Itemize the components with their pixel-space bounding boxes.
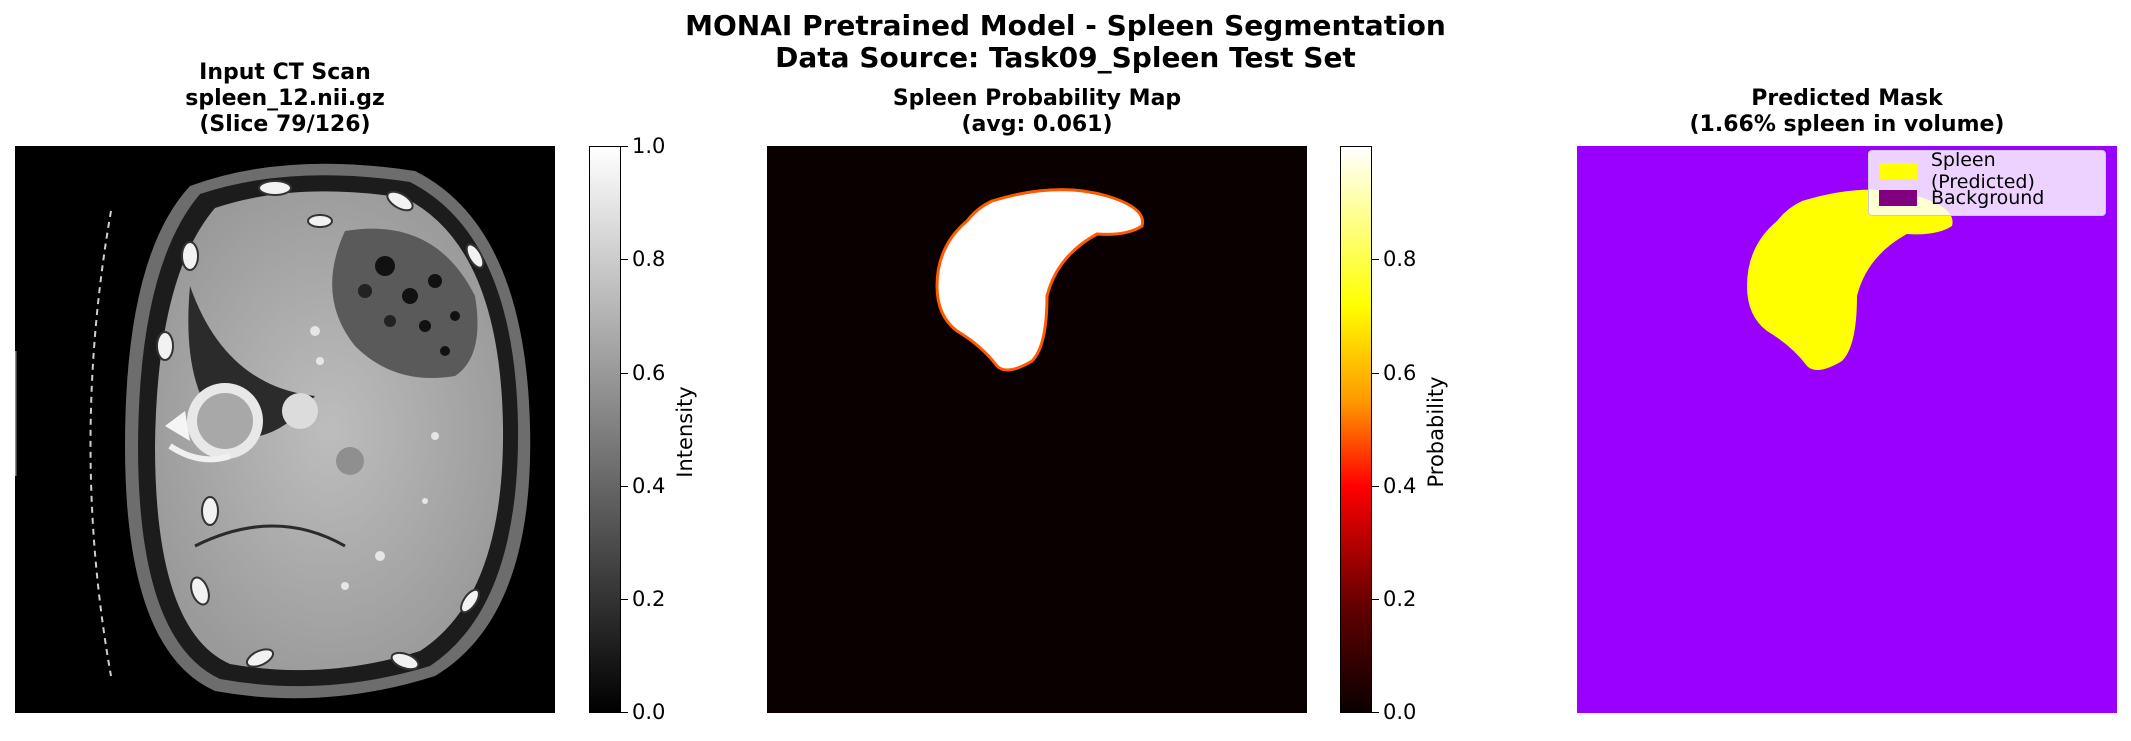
- ct-tickmark: [621, 146, 628, 147]
- ct-tick-label: 0.6: [632, 361, 666, 385]
- prob-tickmark: [1372, 259, 1379, 260]
- mask-title-line2: (1.66% spleen in volume): [1689, 112, 2005, 137]
- probability-colorbar: [1340, 146, 1372, 713]
- ct-tick-label: 0.8: [632, 247, 666, 271]
- prob-title-line1: Spleen Probability Map: [892, 86, 1182, 111]
- prob-tick-label: 0.4: [1383, 474, 1417, 498]
- ct-tick-label: 1.0: [632, 134, 666, 158]
- prob-tick-label: 0.8: [1383, 247, 1417, 271]
- prob-tick-label: 0.2: [1383, 587, 1417, 611]
- spleen-probability-region: [935, 188, 1145, 372]
- ct-tickmark: [621, 486, 628, 487]
- ct-scan-image: [15, 146, 555, 713]
- probability-map-image: [767, 146, 1307, 713]
- prob-tick-label: 0.0: [1383, 700, 1417, 724]
- ct-tick-label: 0.4: [632, 474, 666, 498]
- legend-label-background: Background: [1931, 187, 2045, 209]
- ct-tickmark: [621, 259, 628, 260]
- prob-colorbar-label: Probability: [1424, 376, 1448, 488]
- mask-panel-title: Predicted Mask (1.66% spleen in volume): [1577, 86, 2117, 138]
- ct-tickmark: [621, 712, 628, 713]
- prob-tickmark: [1372, 486, 1379, 487]
- ct-title-line2: spleen_12.nii.gz: [185, 86, 385, 111]
- prob-tick-label: 0.6: [1383, 361, 1417, 385]
- prob-tickmark: [1372, 599, 1379, 600]
- figure-title-line1: MONAI Pretrained Model - Spleen Segmenta…: [685, 9, 1446, 42]
- ct-tickmark: [621, 373, 628, 374]
- ct-panel-title: Input CT Scan spleen_12.nii.gz (Slice 79…: [15, 60, 555, 138]
- spleen-swatch: [1879, 163, 1917, 179]
- background-swatch: [1879, 190, 1917, 206]
- mask-title-line1: Predicted Mask: [1751, 86, 1943, 111]
- prob-tickmark: [1372, 373, 1379, 374]
- ct-title-line1: Input CT Scan: [199, 60, 371, 85]
- legend-label-spleen: Spleen (Predicted): [1930, 149, 2035, 193]
- ct-title-line3: (Slice 79/126): [199, 112, 371, 137]
- legend-item-spleen: Spleen (Predicted): [1879, 149, 2105, 193]
- ct-tick-label: 0.0: [632, 700, 666, 724]
- prob-panel-title: Spleen Probability Map (avg: 0.061): [767, 86, 1307, 138]
- ct-colorbar-label: Intensity: [673, 386, 697, 478]
- spleen-mask-region: [1747, 189, 1953, 370]
- legend-item-background: Background: [1879, 187, 2044, 209]
- figure-title: MONAI Pretrained Model - Spleen Segmenta…: [0, 10, 2131, 74]
- figure-title-line2: Data Source: Task09_Spleen Test Set: [775, 41, 1356, 74]
- prob-title-line2: (avg: 0.061): [961, 112, 1113, 137]
- prob-tickmark: [1372, 712, 1379, 713]
- mask-legend: Spleen (Predicted) Background: [1868, 149, 2106, 216]
- ct-tickmark: [621, 599, 628, 600]
- predicted-mask-image: [1577, 146, 2117, 713]
- ct-tick-label: 0.2: [632, 587, 666, 611]
- ct-colorbar: [589, 146, 621, 713]
